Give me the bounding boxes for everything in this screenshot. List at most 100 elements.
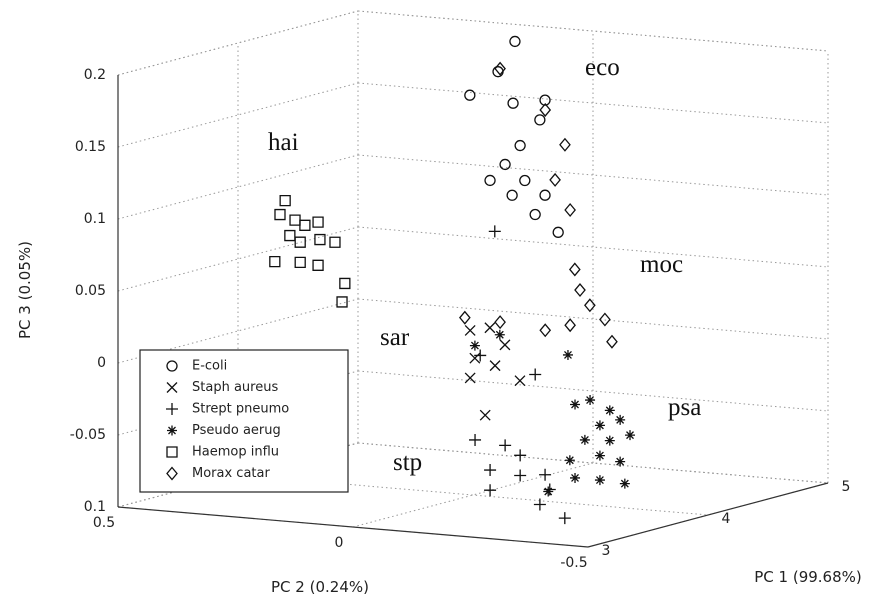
marker (606, 334, 618, 349)
marker (549, 172, 561, 187)
marker (499, 339, 511, 351)
marker (514, 139, 526, 152)
x-tick-label: 5 (842, 479, 851, 495)
marker (166, 382, 178, 393)
marker (279, 194, 291, 207)
marker (506, 189, 518, 201)
marker (519, 174, 531, 187)
marker (529, 208, 541, 221)
marker (269, 255, 281, 268)
x-tick-label: 4 (722, 511, 731, 527)
marker (594, 450, 605, 461)
marker (299, 219, 311, 231)
marker (514, 449, 527, 462)
marker (604, 405, 615, 416)
marker (514, 469, 527, 482)
marker (599, 312, 611, 327)
x-axis (587, 482, 829, 548)
marker (289, 214, 301, 226)
marker (570, 472, 581, 483)
marker (584, 298, 596, 313)
marker (469, 340, 480, 351)
y-axis (117, 506, 589, 548)
legend-label: Morax catar (192, 466, 270, 481)
marker (615, 456, 626, 467)
z-tick-label: 0.1 (84, 499, 106, 515)
marker (469, 433, 482, 446)
marker (499, 158, 511, 171)
z-tick-label: 0.2 (84, 67, 106, 83)
marker (625, 430, 636, 441)
cluster-label: sar (380, 324, 410, 351)
marker (534, 114, 546, 126)
grid-line (117, 226, 359, 292)
marker (570, 399, 581, 410)
marker (539, 323, 552, 338)
marker (494, 329, 505, 340)
marker (494, 315, 506, 330)
marker (314, 233, 326, 246)
z-axis-title: PC 3 (0.05%) (16, 241, 34, 339)
marker (166, 446, 178, 458)
legend-label: E-coli (192, 359, 227, 374)
marker (615, 414, 626, 425)
z-tick-label: 0 (97, 355, 106, 371)
marker (459, 310, 471, 325)
legend-box (139, 349, 349, 493)
marker (329, 236, 341, 248)
legend-label: Haemop influ (192, 445, 279, 460)
marker (562, 349, 573, 360)
marker (479, 409, 491, 421)
cluster-label: stp (393, 449, 422, 476)
legend-label: Staph aureus (192, 380, 278, 395)
marker (529, 368, 542, 381)
x-axis-title: PC 1 (99.68%) (754, 568, 862, 586)
cluster-label: eco (585, 54, 620, 81)
marker (464, 324, 476, 336)
marker (166, 360, 178, 372)
marker (484, 322, 496, 334)
marker (594, 420, 605, 431)
marker (312, 216, 324, 228)
marker (552, 226, 564, 238)
cluster-label: psa (668, 394, 701, 421)
marker (558, 512, 571, 525)
grid-line (357, 10, 829, 52)
marker (464, 89, 476, 101)
marker (294, 256, 306, 269)
marker (533, 498, 546, 511)
grid-line (117, 10, 359, 76)
marker (469, 352, 481, 364)
legend-label: Pseudo aerug (192, 423, 281, 438)
marker (336, 296, 348, 308)
marker (494, 61, 506, 76)
marker (488, 225, 501, 238)
marker (166, 466, 178, 481)
marker (484, 484, 497, 497)
marker (559, 137, 571, 152)
marker (166, 403, 178, 415)
y-axis-title: PC 2 (0.24%) (271, 578, 369, 596)
marker (507, 97, 519, 109)
marker (484, 174, 496, 187)
marker (167, 425, 177, 436)
grid-line (117, 154, 359, 220)
grid-line (117, 442, 359, 508)
marker (585, 395, 596, 406)
marker (339, 277, 351, 290)
marker (294, 236, 306, 248)
marker (484, 464, 497, 477)
marker (274, 208, 286, 221)
z-tick-label: 0.15 (75, 139, 106, 155)
cluster-label: hai (268, 129, 299, 156)
marker (568, 262, 581, 277)
marker (579, 434, 590, 445)
y-tick-label: 0.5 (93, 515, 115, 531)
marker (594, 475, 605, 486)
marker (514, 375, 526, 387)
marker (543, 486, 554, 497)
marker (539, 468, 552, 481)
marker (464, 372, 476, 384)
legend: E-coli Staph aureus Strept pneumo Pseudo ae… (139, 349, 349, 493)
